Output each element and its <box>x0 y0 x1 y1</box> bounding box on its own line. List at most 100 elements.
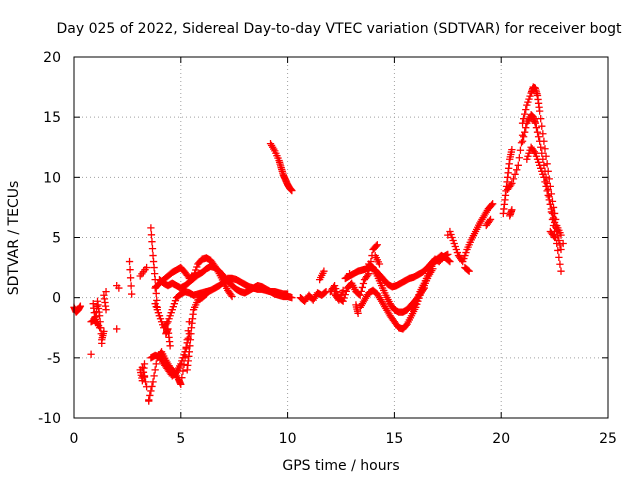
data-point <box>154 309 163 317</box>
data-point <box>87 350 95 358</box>
data-point <box>489 200 497 208</box>
data-point <box>142 263 151 272</box>
data-point <box>531 149 540 157</box>
data-point <box>509 175 518 183</box>
data-point <box>164 318 172 326</box>
data-point <box>179 354 187 362</box>
data-point <box>150 372 158 380</box>
data-point <box>522 124 530 132</box>
data-point <box>513 166 521 174</box>
data-point <box>140 373 149 381</box>
data-point <box>165 315 173 323</box>
data-point <box>76 302 85 310</box>
data-point <box>555 236 563 245</box>
data-point <box>541 145 549 153</box>
data-point <box>547 205 556 213</box>
data-point <box>179 367 187 375</box>
data-point <box>341 291 349 299</box>
data-point <box>186 336 195 344</box>
data-point <box>516 146 525 154</box>
data-point <box>177 380 185 388</box>
data-point <box>170 300 179 308</box>
y-tick-label: -10 <box>38 411 61 427</box>
data-point <box>177 360 185 368</box>
data-point <box>450 239 458 248</box>
plot-frame <box>73 56 609 419</box>
x-tick-label: 15 <box>385 431 403 447</box>
data-point <box>459 257 467 266</box>
data-point <box>539 130 547 138</box>
data-point <box>486 215 495 224</box>
data-point <box>538 167 546 175</box>
data-point <box>532 152 541 160</box>
data-point <box>540 173 548 181</box>
data-point <box>523 101 531 109</box>
data-point <box>288 186 296 195</box>
data-point <box>153 306 161 314</box>
data-point <box>549 214 558 222</box>
data-point <box>525 95 533 103</box>
data-point <box>202 290 211 298</box>
data-point <box>366 263 374 272</box>
data-point <box>113 281 121 290</box>
data-point <box>95 312 104 320</box>
data-point <box>373 241 381 249</box>
data-point <box>508 206 516 214</box>
data-point <box>192 266 200 274</box>
data-point <box>187 330 195 338</box>
y-tick-label: 20 <box>43 50 61 66</box>
data-point <box>102 306 110 314</box>
data-point <box>148 382 156 391</box>
data-point <box>519 133 528 141</box>
data-point <box>151 366 159 374</box>
data-point <box>156 315 165 323</box>
data-point <box>555 253 563 262</box>
data-point <box>145 396 153 404</box>
data-point <box>139 368 148 376</box>
data-point <box>557 267 565 275</box>
data-point <box>185 348 193 356</box>
data-point <box>359 279 368 288</box>
data-point <box>356 291 364 299</box>
data-point <box>461 251 469 260</box>
data-point <box>550 218 559 227</box>
data-point <box>535 137 544 145</box>
data-point <box>166 342 174 350</box>
data-point <box>557 231 565 239</box>
data-point <box>334 291 342 299</box>
y-tick-label: 15 <box>43 110 61 126</box>
data-point <box>444 231 452 239</box>
data-point <box>559 239 567 248</box>
data-point <box>535 161 544 169</box>
data-point <box>412 300 420 308</box>
data-point <box>533 128 542 136</box>
data-point <box>138 363 147 372</box>
x-tick-label: 25 <box>599 431 617 447</box>
data-point <box>183 339 191 347</box>
data-point <box>150 269 159 278</box>
data-point <box>340 294 348 302</box>
data-point <box>151 300 159 308</box>
data-point <box>542 182 550 191</box>
data-point <box>542 152 550 160</box>
data-point <box>508 146 516 154</box>
data-point <box>449 236 457 245</box>
data-point <box>537 143 545 151</box>
data-point <box>354 309 362 317</box>
data-point <box>553 227 561 236</box>
data-point <box>532 124 541 132</box>
data-point <box>169 303 177 311</box>
data-point <box>521 110 529 118</box>
chart-title: Day 025 of 2022, Sidereal Day-to-day VTE… <box>56 21 622 37</box>
data-point <box>339 286 347 295</box>
data-point <box>95 324 104 332</box>
data-point <box>98 339 106 348</box>
data-point <box>452 245 460 254</box>
data-point <box>511 170 519 178</box>
data-point <box>155 312 164 320</box>
data-point <box>320 267 328 275</box>
data-point <box>487 201 496 209</box>
x-tick-label: 5 <box>176 431 185 447</box>
data-point <box>552 223 560 231</box>
